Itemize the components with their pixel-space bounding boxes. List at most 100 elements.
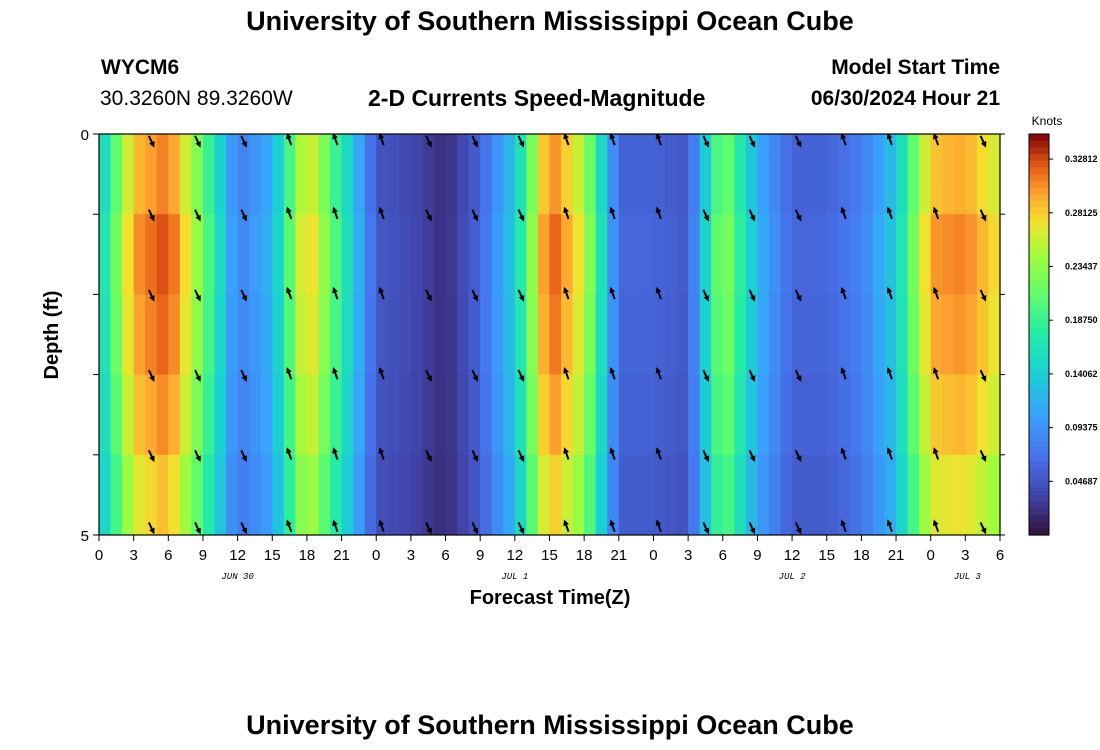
heatmap-cell bbox=[953, 374, 966, 456]
heatmap-cell bbox=[433, 454, 447, 535]
heatmap-cell bbox=[665, 374, 678, 456]
x-tick-label: 12 bbox=[784, 547, 801, 564]
heatmap-cell bbox=[896, 454, 909, 535]
heatmap-cell bbox=[260, 374, 273, 456]
heatmap-cell bbox=[630, 374, 643, 456]
heatmap-cell bbox=[768, 374, 782, 456]
current-arrow bbox=[517, 522, 525, 535]
heatmap-cell bbox=[907, 294, 920, 376]
current-arrow bbox=[748, 522, 756, 535]
current-arrow bbox=[932, 447, 940, 460]
heatmap-cell bbox=[618, 134, 631, 215]
heatmap-cell bbox=[584, 374, 597, 456]
heatmap-cell bbox=[768, 454, 782, 535]
heatmap-cell bbox=[295, 294, 308, 376]
colorbar-segment bbox=[1029, 314, 1049, 322]
heatmap-cell bbox=[387, 294, 400, 376]
heatmap-cell bbox=[699, 374, 712, 456]
heatmap-cell bbox=[942, 294, 955, 376]
heatmap-cell bbox=[283, 134, 296, 215]
current-arrow bbox=[794, 522, 802, 535]
current-arrow bbox=[932, 367, 940, 380]
current-arrow bbox=[563, 206, 570, 220]
plot-title: 2-D Currents Speed-Magnitude bbox=[368, 85, 706, 111]
colorbar-segment bbox=[1029, 254, 1049, 262]
heatmap-cell bbox=[907, 454, 920, 535]
heatmap-cell bbox=[665, 134, 678, 215]
heatmap-cell bbox=[930, 454, 943, 535]
heatmap-cell bbox=[988, 134, 1000, 215]
heatmap-cell bbox=[110, 294, 123, 376]
x-tick-label: 6 bbox=[441, 547, 449, 564]
heatmap-cell bbox=[422, 374, 435, 456]
colorbar-segment bbox=[1029, 488, 1049, 496]
heatmap-cell bbox=[803, 454, 816, 535]
heatmap-cell bbox=[237, 134, 250, 215]
heatmap-cell bbox=[884, 134, 897, 215]
heatmap-cell bbox=[699, 294, 712, 376]
heatmap-cell bbox=[595, 374, 608, 456]
heatmap-cell bbox=[214, 294, 227, 376]
heatmap-cell bbox=[156, 374, 169, 456]
current-arrow bbox=[840, 286, 847, 300]
date-label: JUL 1 bbox=[501, 572, 528, 582]
x-tick-label: 12 bbox=[229, 547, 246, 564]
heatmap-cell bbox=[537, 294, 551, 376]
heatmap-cell bbox=[745, 374, 759, 456]
heatmap-cell bbox=[653, 454, 666, 535]
heatmap-cell bbox=[318, 374, 331, 456]
current-arrow bbox=[378, 519, 385, 533]
current-arrow bbox=[609, 447, 616, 460]
heatmap-cell bbox=[341, 294, 354, 376]
current-arrow bbox=[840, 367, 847, 380]
heatmap-cell bbox=[214, 454, 227, 535]
heatmap-cell bbox=[815, 294, 828, 376]
heatmap-cell bbox=[318, 214, 331, 295]
footer-title: University of Southern Mississippi Ocean… bbox=[246, 710, 854, 740]
heatmap-cell bbox=[803, 214, 816, 295]
heatmap-cell bbox=[907, 374, 920, 456]
heatmap-cell bbox=[676, 214, 689, 295]
current-arrow bbox=[332, 206, 339, 220]
current-vectors bbox=[147, 134, 987, 535]
heatmap-cell bbox=[630, 454, 643, 535]
heatmap-cell bbox=[306, 294, 320, 376]
heatmap-cell bbox=[133, 454, 146, 535]
current-arrow bbox=[240, 289, 247, 302]
heatmap-cell bbox=[815, 454, 828, 535]
heatmap-cell bbox=[237, 214, 250, 295]
heatmap-cell bbox=[249, 134, 262, 215]
heatmap-cell bbox=[145, 134, 158, 215]
current-arrow bbox=[332, 367, 339, 380]
current-arrow bbox=[425, 209, 432, 222]
heatmap-cell bbox=[537, 214, 551, 295]
heatmap-cell bbox=[457, 374, 470, 456]
current-arrow bbox=[702, 522, 710, 535]
heatmap-cell bbox=[237, 454, 250, 535]
colorbar-segment bbox=[1029, 454, 1049, 463]
heatmap-cell bbox=[584, 134, 597, 215]
heatmap-cell bbox=[364, 454, 377, 535]
heatmap-cell bbox=[872, 294, 886, 376]
heatmap-cell bbox=[514, 294, 527, 376]
heatmap-cell bbox=[792, 454, 805, 535]
colorbar-segment bbox=[1029, 167, 1049, 175]
heatmap-cell bbox=[665, 214, 678, 295]
heatmap-cell bbox=[780, 374, 793, 456]
heatmap-cell bbox=[272, 214, 285, 295]
heatmap-cell bbox=[514, 454, 527, 535]
heatmap-cell bbox=[364, 134, 377, 215]
heatmap-cell bbox=[468, 454, 481, 535]
current-arrow bbox=[425, 449, 432, 463]
current-arrow bbox=[655, 447, 662, 460]
heatmap-cell bbox=[641, 454, 655, 535]
heatmap-cell bbox=[306, 374, 320, 456]
heatmap-cell bbox=[156, 294, 169, 376]
colorbar-segment bbox=[1029, 160, 1049, 169]
heatmap-cell bbox=[595, 454, 608, 535]
heatmap-cell bbox=[861, 294, 874, 376]
heatmap-cell bbox=[722, 214, 735, 295]
heatmap-cell bbox=[202, 454, 216, 535]
y-tick-label: 0 bbox=[81, 127, 89, 144]
heatmap-cell bbox=[122, 294, 135, 376]
